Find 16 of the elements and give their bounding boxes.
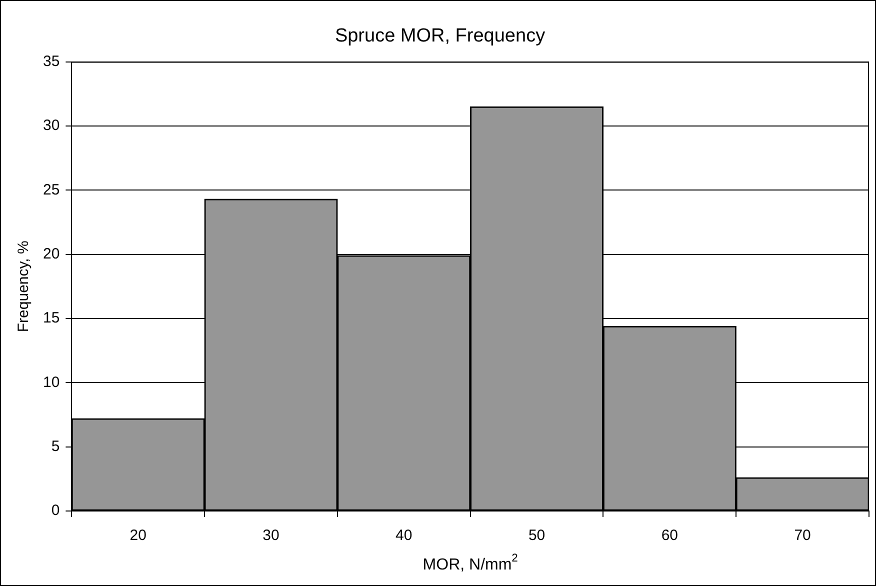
y-tick-label: 15 [42, 310, 60, 327]
chart-title: Spruce MOR, Frequency [334, 26, 546, 47]
x-tick-label: 20 [130, 527, 146, 544]
y-tick-label: 0 [51, 502, 60, 520]
x-tick-label: 60 [661, 527, 678, 544]
y-tick-label: 5 [51, 438, 60, 455]
x-tick-label: 40 [396, 527, 412, 544]
y-tick-label: 25 [42, 181, 60, 198]
x-tick-label: 50 [528, 527, 546, 544]
y-axis-title: Frequency, % [15, 240, 32, 332]
y-tick-label: 20 [42, 245, 60, 262]
y-tick-label: 35 [42, 52, 60, 70]
x-tick-label: 30 [262, 527, 280, 544]
y-tick-label: 30 [42, 117, 60, 134]
y-tick-label: 10 [42, 374, 60, 391]
x-tick-label: 70 [794, 527, 811, 544]
